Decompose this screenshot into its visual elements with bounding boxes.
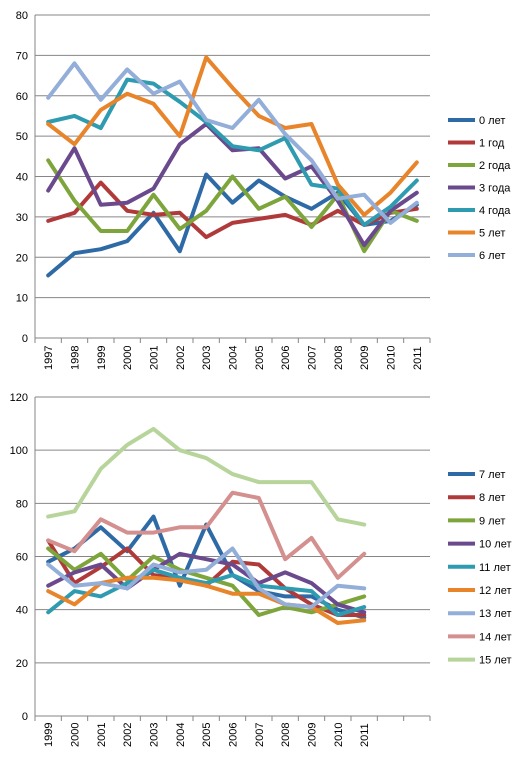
y-tick-label: 0 (22, 333, 28, 345)
legend-label: 9 лет (479, 515, 505, 527)
y-tick-label: 30 (16, 212, 28, 224)
series-line (46, 426, 367, 527)
legend-label: 0 лет (479, 115, 505, 127)
x-tick-label: 1998 (70, 346, 82, 370)
series-line (46, 61, 419, 225)
series-line (46, 55, 419, 217)
y-tick-label: 20 (16, 252, 28, 264)
y-tick-label: 70 (16, 50, 28, 62)
x-tick-label: 2004 (228, 346, 240, 370)
y-tick-label: 60 (16, 552, 28, 564)
legend-label: 13 лет (479, 608, 512, 620)
legend-label: 5 лет (479, 228, 505, 240)
x-tick-label: 2010 (333, 723, 345, 747)
x-tick-label: 2004 (175, 723, 187, 747)
y-tick-label: 40 (16, 605, 28, 617)
x-tick-label: 2009 (359, 346, 371, 370)
x-tick-label: 2000 (70, 723, 82, 747)
x-tick-label: 2002 (175, 346, 187, 370)
x-tick-label: 1999 (96, 346, 108, 370)
legend-label: 6 лет (479, 250, 505, 262)
y-tick-label: 10 (16, 293, 28, 305)
x-tick-label: 2001 (149, 346, 161, 370)
x-tick-label: 2006 (280, 346, 292, 370)
x-tick-label: 2008 (333, 346, 345, 370)
y-tick-label: 60 (16, 91, 28, 103)
y-tick-label: 120 (10, 392, 28, 404)
series-line (46, 180, 419, 240)
x-tick-label: 2011 (412, 346, 424, 370)
x-tick-label: 2000 (122, 346, 134, 370)
legend-label: 2 года (479, 160, 511, 172)
series-line (46, 490, 367, 580)
y-tick-label: 20 (16, 658, 28, 670)
legend-label: 1 год (479, 138, 505, 150)
x-tick-label: 2008 (280, 723, 292, 747)
y-tick-label: 40 (16, 172, 28, 184)
legend-label: 11 лет (479, 562, 511, 574)
y-tick-label: 0 (22, 711, 28, 723)
legend-label: 12 лет (479, 585, 512, 597)
x-tick-label: 2002 (122, 723, 134, 747)
x-tick-label: 2011 (359, 723, 371, 747)
series-line (46, 77, 419, 227)
x-tick-label: 2007 (254, 723, 266, 747)
y-tick-label: 50 (16, 131, 28, 143)
series-line (46, 567, 367, 617)
x-tick-label: 1997 (43, 346, 55, 370)
x-tick-label: 1999 (43, 723, 55, 747)
x-tick-label: 2009 (307, 723, 319, 747)
x-tick-label: 2007 (307, 346, 319, 370)
x-tick-label: 2006 (228, 723, 240, 747)
y-tick-label: 80 (16, 10, 28, 22)
legend-label: 14 лет (479, 631, 512, 643)
x-tick-label: 2005 (201, 723, 213, 747)
y-tick-label: 100 (10, 445, 28, 457)
legend-label: 3 года (479, 183, 511, 195)
legend-label: 7 лет (479, 469, 505, 481)
x-tick-label: 2003 (201, 346, 213, 370)
chart-top: 0 10 20 30 40 50 60 70 80 1997 1998 1999 2000 2001 200… (16, 10, 511, 370)
y-tick-label: 80 (16, 498, 28, 510)
legend-label: 15 лет (479, 655, 512, 667)
x-tick-label: 2003 (149, 723, 161, 747)
series-line (46, 551, 367, 615)
series-line (46, 546, 367, 609)
legend-label: 10 лет (479, 539, 512, 551)
x-tick-label: 2005 (254, 346, 266, 370)
chart-bottom: 0 20 40 60 80 100 120 1999 2000 2001 2002 2003 2004 2… (10, 392, 512, 747)
x-tick-label: 2010 (386, 346, 398, 370)
x-tick-label: 2001 (96, 723, 108, 747)
legend-label: 4 года (479, 205, 511, 217)
legend-label: 8 лет (479, 492, 505, 504)
series-line (46, 546, 367, 617)
series-line (46, 122, 419, 248)
